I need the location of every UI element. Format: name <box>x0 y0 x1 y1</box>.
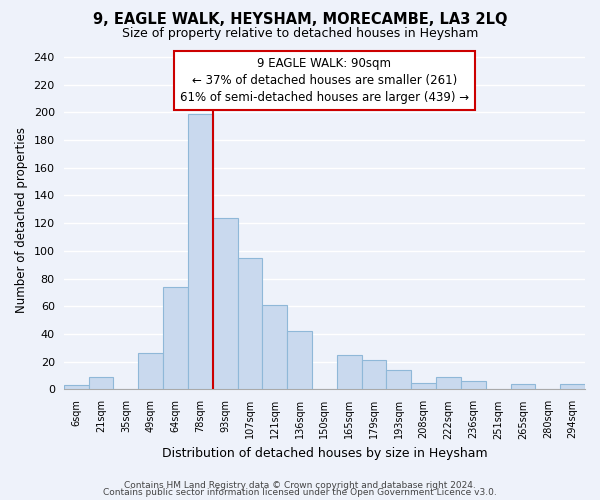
Y-axis label: Number of detached properties: Number of detached properties <box>15 126 28 312</box>
Text: Size of property relative to detached houses in Heysham: Size of property relative to detached ho… <box>122 28 478 40</box>
Bar <box>188 114 213 390</box>
Bar <box>238 258 262 390</box>
Text: Contains public sector information licensed under the Open Government Licence v3: Contains public sector information licen… <box>103 488 497 497</box>
Bar <box>511 384 535 390</box>
Bar <box>262 305 287 390</box>
Bar <box>163 287 188 390</box>
Bar <box>461 381 486 390</box>
Bar <box>64 386 89 390</box>
Bar <box>436 377 461 390</box>
Bar <box>89 377 113 390</box>
Bar <box>560 384 585 390</box>
X-axis label: Distribution of detached houses by size in Heysham: Distribution of detached houses by size … <box>161 447 487 460</box>
Bar <box>287 332 312 390</box>
Bar <box>213 218 238 390</box>
Text: 9 EAGLE WALK: 90sqm
← 37% of detached houses are smaller (261)
61% of semi-detac: 9 EAGLE WALK: 90sqm ← 37% of detached ho… <box>180 57 469 104</box>
Bar <box>411 382 436 390</box>
Text: Contains HM Land Registry data © Crown copyright and database right 2024.: Contains HM Land Registry data © Crown c… <box>124 480 476 490</box>
Bar <box>138 354 163 390</box>
Bar <box>386 370 411 390</box>
Text: 9, EAGLE WALK, HEYSHAM, MORECAMBE, LA3 2LQ: 9, EAGLE WALK, HEYSHAM, MORECAMBE, LA3 2… <box>93 12 507 28</box>
Bar <box>337 355 362 390</box>
Bar <box>362 360 386 390</box>
